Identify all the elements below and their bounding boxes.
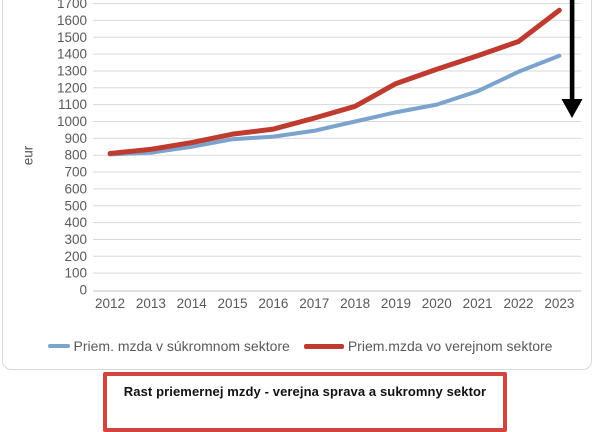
legend-label-public: Priem.mzda vo verejnom sektore [347,338,553,354]
x-tick-label-2015: 2015 [218,296,248,311]
public-sector-line-icon [303,343,344,349]
series-line-private[interactable] [108,53,562,157]
x-tick-label-2019: 2019 [381,296,411,311]
y-tick-label: 1400 [57,47,87,62]
legend-label-private: Priem. mzda v súkromnom sektore [73,338,290,354]
y-axis-title: eur [20,145,36,166]
y-tick-label: 400 [64,215,87,230]
x-tick-label-2014: 2014 [177,296,208,311]
x-tick-label-2013: 2013 [136,296,166,311]
series-line-public[interactable] [107,7,562,157]
chart-card [2,0,592,370]
private-sector-line-icon [47,344,70,348]
title-banner: Rast priemernej mzdy - verejna sprava a … [103,372,507,432]
y-tick-label: 700 [64,165,87,180]
x-tick-label-2021: 2021 [463,296,493,311]
x-tick-label-2022: 2022 [503,296,533,311]
chart-title: Rast priemernej mzdy - verejna sprava a … [123,384,487,399]
legend-item-private-sector[interactable]: Priem. mzda v súkromnom sektore [47,338,290,354]
y-tick-label: 600 [64,181,87,196]
y-tick-label: 800 [64,148,87,163]
x-tick-label-2016: 2016 [258,296,288,311]
y-tick-label: 1100 [58,97,87,112]
x-tick-label-2012: 2012 [95,296,125,311]
y-tick-label: 1300 [57,63,87,78]
legend-item-public-sector[interactable]: Priem.mzda vo verejnom sektore [303,338,553,354]
y-tick-label: 500 [64,198,87,213]
y-tick-label: 1700 [57,0,87,11]
chart-legend: Priem. mzda v súkromnom sektore Priem.mz… [0,338,600,354]
arrow-head-icon [561,99,583,118]
y-tick-label: 1500 [57,30,87,45]
y-tick-label: 100 [64,266,87,281]
y-tick-label: 1200 [57,80,87,95]
y-tick-label: 200 [64,249,87,264]
y-tick-label: 1000 [57,114,87,129]
x-tick-label-2023: 2023 [544,296,574,311]
y-tick-label: 0 [79,283,87,298]
y-tick-label: 300 [64,232,87,247]
x-tick-label-2018: 2018 [340,296,370,311]
x-tick-label-2017: 2017 [299,296,329,311]
x-tick-label-2020: 2020 [422,296,452,311]
arrow-shaft [569,0,575,101]
downward-arrow-annotation [561,0,583,118]
y-tick-label: 900 [64,131,87,146]
y-tick-label: 1600 [57,13,87,28]
